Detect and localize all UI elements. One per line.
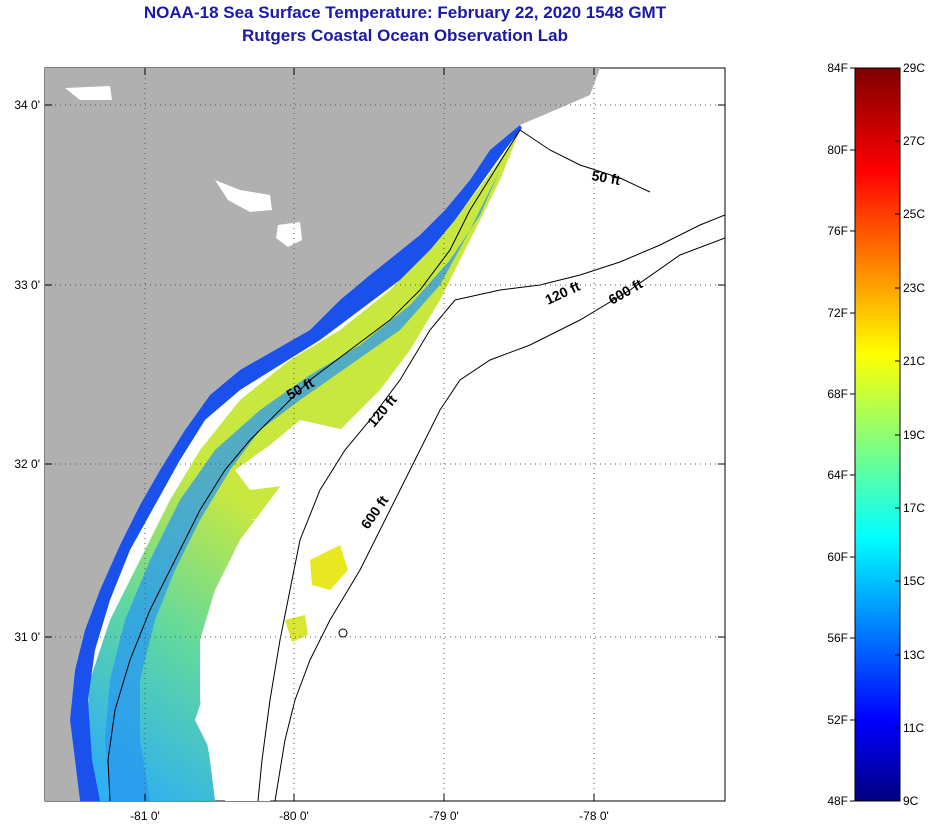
lat-label-32: 32 0' — [14, 457, 40, 471]
lon-label-79: -79 0' — [429, 809, 459, 823]
colorbar-f-label: 60F — [827, 550, 848, 564]
colorbar-c-label: 27C — [903, 134, 925, 148]
colorbar-c-label: 17C — [903, 501, 925, 515]
contour-600ft — [274, 237, 725, 801]
lake-1 — [215, 180, 272, 212]
colorbar-c-label: 21C — [903, 354, 925, 368]
island-marker — [338, 628, 348, 638]
map-area: 50 ft 50 ft 120 ft 120 ft 600 ft 600 ft … — [14, 67, 726, 823]
grid — [45, 68, 725, 801]
lon-label-78: -78 0' — [579, 809, 609, 823]
lat-label-34: 34 0' — [14, 98, 40, 112]
axis-ticks — [45, 68, 725, 801]
colorbar: 84F 80F 76F 72F 68F 64F 60F 56F 52F 48F … — [827, 61, 925, 808]
lon-label-80: -80 0' — [279, 809, 309, 823]
contour-50ft — [107, 129, 651, 801]
colorbar-c-label: 13C — [903, 648, 925, 662]
contour-120ft — [257, 214, 725, 801]
sst-warm-patch-2 — [285, 615, 308, 642]
colorbar-f-label: 52F — [827, 713, 848, 727]
lon-label-81: -81 0' — [130, 809, 160, 823]
colorbar-c-label: 23C — [903, 281, 925, 295]
colorbar-f-label: 80F — [827, 143, 848, 157]
contour-label-50ft-north: 50 ft — [590, 167, 621, 188]
sst-warm-band — [85, 130, 520, 801]
sst-mid-band — [105, 170, 500, 801]
land-mass — [45, 68, 600, 801]
cloud-gap-2 — [195, 515, 330, 801]
lake-2 — [276, 222, 302, 247]
sst-warm-patch — [310, 545, 348, 590]
colorbar-c-label: 25C — [903, 207, 925, 221]
lat-label-33: 33 0' — [14, 278, 40, 292]
colorbar-gradient — [854, 67, 901, 802]
colorbar-c-label: 9C — [903, 794, 919, 808]
colorbar-f-label: 68F — [827, 387, 848, 401]
colorbar-f-label: 64F — [827, 468, 848, 482]
colorbar-f-label: 76F — [827, 224, 848, 238]
colorbar-f-label: 48F — [827, 794, 848, 808]
colorbar-f-label: 72F — [827, 306, 848, 320]
colorbar-c-label: 19C — [903, 428, 925, 442]
colorbar-c-label: 11C — [903, 721, 924, 735]
colorbar-c-label: 29C — [903, 61, 925, 75]
map-subtitle: Rutgers Coastal Ocean Observation Lab — [242, 26, 568, 45]
colorbar-f-label: 56F — [827, 631, 848, 645]
colorbar-f-label: 84F — [827, 61, 848, 75]
colorbar-c-label: 15C — [903, 574, 925, 588]
lat-label-31: 31 0' — [14, 630, 40, 644]
lake-3 — [65, 86, 112, 100]
map-title: NOAA-18 Sea Surface Temperature: Februar… — [143, 3, 667, 22]
cloud-gap-1 — [235, 420, 345, 490]
